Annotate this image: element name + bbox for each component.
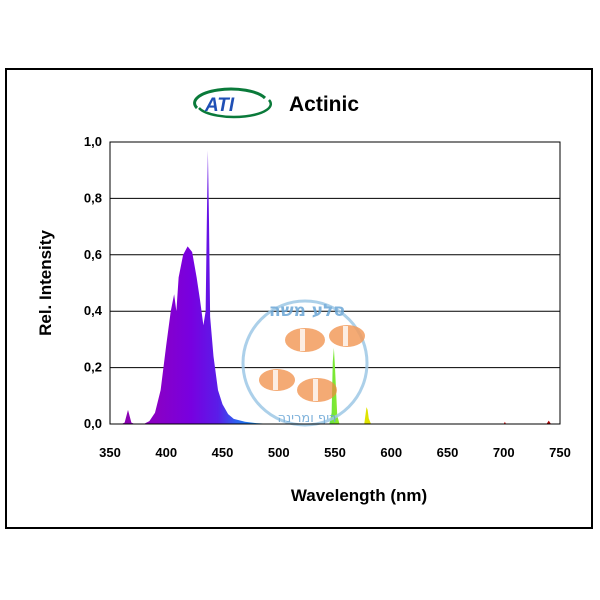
x-axis-ticks: 350 400 450 500 550 600 650 700 750: [99, 445, 571, 460]
x-tick-label: 750: [549, 445, 571, 460]
y-tick-label: 0,4: [84, 303, 103, 318]
chart-frame: ATI Actinic סלע משה ריף ומרינה: [5, 68, 593, 529]
chart-header: ATI Actinic: [193, 87, 359, 119]
logo-text: ATI: [204, 95, 235, 116]
x-tick-label: 650: [437, 445, 459, 460]
watermark-text-top: סלע משה: [269, 301, 345, 321]
x-tick-label: 600: [380, 445, 402, 460]
y-tick-label: 0,0: [84, 416, 102, 431]
y-tick-label: 1,0: [84, 134, 102, 149]
x-tick-label: 500: [268, 445, 290, 460]
x-tick-label: 700: [493, 445, 515, 460]
y-axis-title: Rel. Intensity: [36, 230, 55, 336]
watermark-text-bottom: ריף ומרינה: [277, 411, 336, 426]
ati-logo: ATI: [193, 87, 273, 119]
x-tick-label: 400: [155, 445, 177, 460]
watermark-ring: [241, 299, 369, 427]
chart-title: Actinic: [289, 93, 359, 116]
clownfish-icon: [259, 325, 365, 402]
watermark-logo: סלע משה ריף ומרינה: [241, 299, 369, 427]
chart-svg: ATI Actinic סלע משה ריף ומרינה: [36, 87, 571, 505]
logo-swoosh-bottom: [198, 99, 273, 119]
y-tick-label: 0,2: [84, 360, 102, 375]
x-tick-label: 550: [324, 445, 346, 460]
spectrum-series: [110, 150, 560, 424]
x-tick-label: 350: [99, 445, 121, 460]
x-tick-label: 450: [212, 445, 234, 460]
x-axis-title: Wavelength (nm): [291, 486, 427, 505]
plot-border: [109, 141, 561, 425]
y-axis-ticks: 0,0 0,2 0,4 0,6 0,8 1,0: [84, 134, 103, 431]
logo-swoosh-top: [193, 87, 267, 110]
y-tick-label: 0,6: [84, 247, 102, 262]
y-tick-label: 0,8: [84, 190, 102, 205]
